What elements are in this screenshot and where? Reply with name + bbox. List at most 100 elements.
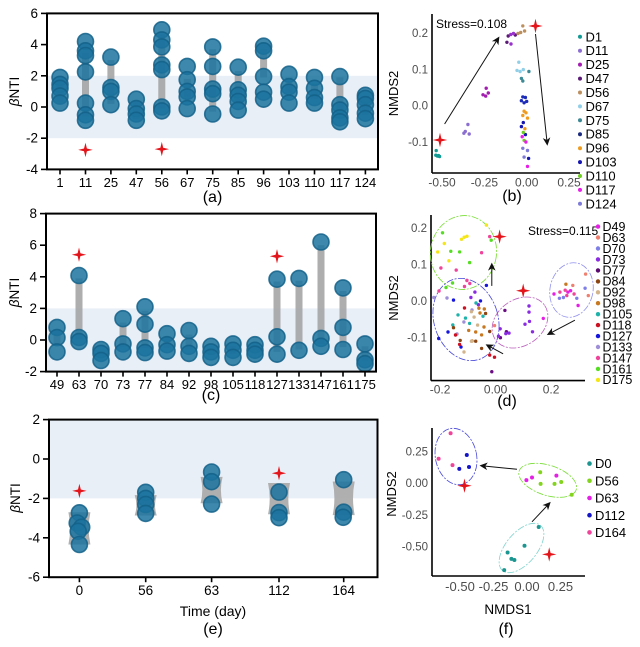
svg-text:6: 6 — [30, 6, 38, 21]
svg-text:βNTI: βNTI — [8, 483, 23, 513]
svg-text:117: 117 — [330, 175, 351, 190]
svg-text:118: 118 — [245, 377, 266, 392]
svg-text:127: 127 — [266, 377, 288, 392]
svg-text:0.2: 0.2 — [411, 223, 427, 235]
svg-text:161: 161 — [332, 377, 354, 392]
svg-text:NMDS2: NMDS2 — [386, 275, 401, 321]
svg-text:(a): (a) — [203, 189, 223, 206]
svg-text:0.00: 0.00 — [514, 579, 539, 594]
svg-text:4: 4 — [30, 37, 38, 52]
svg-text:D118: D118 — [603, 318, 632, 332]
svg-text:NMDS2: NMDS2 — [384, 471, 399, 517]
svg-text:D63: D63 — [603, 231, 626, 245]
svg-text:NMDS1: NMDS1 — [484, 602, 531, 617]
svg-text:0.00: 0.00 — [406, 478, 428, 490]
svg-text:96: 96 — [256, 175, 270, 190]
svg-text:70: 70 — [94, 377, 108, 392]
svg-text:D117: D117 — [586, 182, 616, 197]
svg-text:98: 98 — [204, 377, 218, 392]
svg-text:0.2: 0.2 — [543, 383, 560, 397]
svg-text:124: 124 — [355, 175, 377, 190]
svg-text:0.0: 0.0 — [411, 296, 427, 308]
svg-text:0: 0 — [29, 333, 37, 348]
svg-text:0.00: 0.00 — [484, 383, 508, 397]
svg-text:0.2: 0.2 — [412, 28, 428, 40]
svg-text:D147: D147 — [603, 351, 633, 365]
svg-text:(f): (f) — [498, 621, 513, 638]
svg-text:147: 147 — [310, 377, 332, 392]
svg-text:D164: D164 — [595, 525, 626, 540]
svg-text:D112: D112 — [595, 508, 625, 523]
svg-text:D0: D0 — [595, 456, 612, 471]
svg-text:63: 63 — [204, 583, 219, 598]
svg-text:D85: D85 — [586, 127, 610, 142]
svg-text:D73: D73 — [603, 253, 626, 267]
svg-text:73: 73 — [116, 377, 130, 392]
svg-text:92: 92 — [182, 377, 196, 392]
svg-text:D70: D70 — [603, 242, 626, 256]
svg-text:D1: D1 — [586, 29, 603, 44]
svg-text:175: 175 — [354, 377, 376, 392]
svg-text:D63: D63 — [595, 491, 619, 506]
svg-text:11: 11 — [79, 175, 93, 190]
svg-text:D49: D49 — [603, 220, 626, 234]
svg-text:D110: D110 — [586, 169, 616, 184]
svg-text:βNTI: βNTI — [7, 278, 22, 308]
svg-text:0.1: 0.1 — [412, 64, 428, 76]
svg-text:-0.25: -0.25 — [471, 176, 499, 190]
svg-text:103: 103 — [278, 175, 300, 190]
svg-text:75: 75 — [205, 175, 219, 190]
svg-text:0.25: 0.25 — [406, 446, 428, 458]
svg-text:D67: D67 — [586, 99, 610, 114]
svg-text:84: 84 — [160, 377, 174, 392]
svg-text:0: 0 — [30, 100, 38, 115]
svg-text:D103: D103 — [586, 155, 617, 170]
svg-text:D175: D175 — [603, 373, 633, 387]
svg-text:-6: -6 — [28, 570, 40, 585]
svg-text:-0.50: -0.50 — [445, 579, 475, 594]
svg-text:1: 1 — [56, 175, 63, 190]
svg-text:-0.25: -0.25 — [479, 579, 509, 594]
svg-text:(b): (b) — [502, 188, 522, 205]
svg-text:Stress=0.115: Stress=0.115 — [528, 224, 598, 238]
svg-text:0.1: 0.1 — [411, 260, 427, 272]
svg-text:D77: D77 — [603, 264, 626, 278]
svg-text:-0.50: -0.50 — [402, 542, 428, 554]
svg-text:D56: D56 — [595, 473, 619, 488]
svg-text:-0.50: -0.50 — [428, 176, 456, 190]
svg-text:D133: D133 — [603, 340, 633, 354]
svg-text:133: 133 — [288, 377, 310, 392]
svg-text:-2: -2 — [28, 491, 40, 506]
svg-text:0.00: 0.00 — [515, 176, 539, 190]
svg-text:8: 8 — [29, 206, 37, 221]
svg-text:56: 56 — [138, 583, 153, 598]
svg-text:112: 112 — [268, 583, 290, 598]
svg-text:D84: D84 — [603, 275, 626, 289]
svg-text:D92: D92 — [603, 286, 626, 300]
svg-text:63: 63 — [72, 377, 86, 392]
svg-text:-0.25: -0.25 — [402, 510, 428, 522]
svg-text:D56: D56 — [586, 85, 610, 100]
svg-text:D98: D98 — [603, 297, 626, 311]
svg-text:D105: D105 — [603, 308, 633, 322]
svg-text:-2: -2 — [25, 364, 37, 379]
svg-text:0: 0 — [32, 452, 40, 467]
svg-text:2: 2 — [29, 301, 37, 316]
svg-text:D25: D25 — [586, 57, 610, 72]
svg-text:105: 105 — [222, 377, 244, 392]
svg-text:D47: D47 — [586, 71, 610, 86]
svg-text:-2: -2 — [26, 131, 38, 146]
svg-text:85: 85 — [231, 175, 245, 190]
svg-text:0.0: 0.0 — [412, 101, 428, 113]
svg-text:-0.1: -0.1 — [408, 137, 428, 149]
svg-text:0.25: 0.25 — [557, 176, 581, 190]
svg-text:D127: D127 — [603, 329, 633, 343]
svg-text:6: 6 — [29, 238, 37, 253]
svg-text:D11: D11 — [586, 43, 609, 58]
svg-text:4: 4 — [29, 269, 37, 284]
svg-text:D161: D161 — [603, 362, 633, 376]
svg-text:25: 25 — [104, 175, 118, 190]
svg-text:110: 110 — [304, 175, 325, 190]
svg-text:67: 67 — [180, 175, 194, 190]
svg-text:164: 164 — [332, 583, 355, 598]
